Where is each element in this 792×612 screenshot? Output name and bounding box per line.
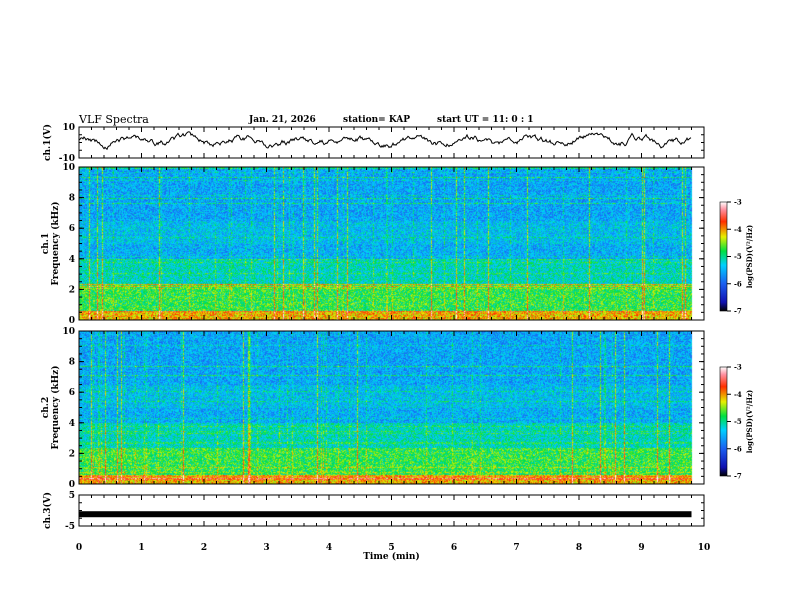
ch1-waveform-y-tick-label: -10: [59, 154, 75, 164]
ch2-colorbar-bar: [719, 366, 728, 477]
ch1-spectrogram-y-tick-label: 8: [69, 194, 75, 204]
figure-title: VLF Spectra: [79, 113, 149, 126]
ch2-spectrogram-y-label: Frequency (kHz): [50, 365, 61, 449]
ch1-spectrogram-y-tick-label: 0: [69, 316, 75, 326]
ch1-colorbar-tick-label: -4: [734, 225, 742, 234]
ch2-spectrogram-y-tick-label: 0: [69, 480, 75, 490]
x-tick-label: 6: [451, 543, 457, 553]
ch1-waveform-line: [78, 131, 692, 151]
ch2-colorbar-tick-label: -6: [734, 444, 742, 453]
ch2-spectrogram-y-tick-label: 10: [62, 327, 75, 337]
ch3-waveform-y-label: ch.3(V): [42, 492, 53, 529]
x-tick-label: 4: [326, 543, 332, 553]
ch3-level-band: [79, 511, 692, 518]
x-tick-label: 10: [698, 543, 711, 553]
x-axis-label: Time (min): [363, 551, 420, 562]
ch1-waveform-y-tick-label: 10: [62, 123, 75, 133]
ch3-waveform-y-tick-label: 5: [69, 491, 75, 501]
ch2-spectrogram-y-tick-label: 6: [69, 388, 75, 398]
x-tick-label: 8: [576, 543, 582, 553]
ch1-spectrogram-image: [79, 167, 704, 320]
ch3-waveform-y-tick-label: -5: [65, 522, 75, 532]
ch1-colorbar-tick-label: -7: [734, 307, 742, 316]
x-tick-label: 7: [513, 543, 519, 553]
ch2-spectrogram-channel-label: ch.2: [41, 397, 51, 418]
date-label: Jan. 21, 2026: [249, 115, 316, 125]
ch1-spectrogram-y-label: Frequency (kHz): [50, 201, 61, 285]
x-tick-label: 1: [138, 543, 144, 553]
ch1-spectrogram-y-tick-label: 10: [62, 163, 75, 173]
ch2-spectrogram-y-tick-label: 2: [69, 449, 75, 459]
x-tick-label: 9: [638, 543, 644, 553]
ch1-spectrogram-y-tick-label: 2: [69, 285, 75, 295]
ch2-spectrogram-image: [79, 331, 704, 484]
x-tick-label: 5: [388, 543, 394, 553]
x-tick-label: 3: [263, 543, 269, 553]
ch2-colorbar-tick-label: -7: [734, 472, 742, 481]
ch1-colorbar-tick-label: -3: [734, 198, 742, 207]
ch2-spectrogram-y-tick-label: 8: [69, 358, 75, 368]
x-tick-label: 0: [76, 543, 82, 553]
ch1-waveform-y-label: ch.1(V): [42, 124, 53, 161]
ch2-spectrogram-y-tick-label: 4: [69, 419, 75, 429]
ch1-colorbar-tick-label: -5: [734, 252, 742, 261]
ch1-colorbar-tick-label: -6: [734, 279, 742, 288]
ch1-spectrogram-y-tick-label: 6: [69, 224, 75, 234]
ch1-spectrogram-channel-label: ch.1: [41, 233, 51, 254]
ch2-colorbar-tick-label: -4: [734, 390, 742, 399]
ch1-colorbar-label: log(PSD)(V²/Hz): [745, 225, 754, 289]
ch2-colorbar-tick-label: -5: [734, 417, 742, 426]
start-time-label: start UT = 11: 0 : 1: [437, 115, 534, 125]
ch2-colorbar-label: log(PSD)(V²/Hz): [745, 390, 754, 454]
station-label: station= KAP: [343, 115, 411, 125]
x-tick-label: 2: [201, 543, 207, 553]
ch2-colorbar-tick-label: -3: [734, 363, 742, 372]
ch1-spectrogram-y-tick-label: 4: [69, 255, 75, 265]
ch1-colorbar-bar: [719, 201, 728, 312]
